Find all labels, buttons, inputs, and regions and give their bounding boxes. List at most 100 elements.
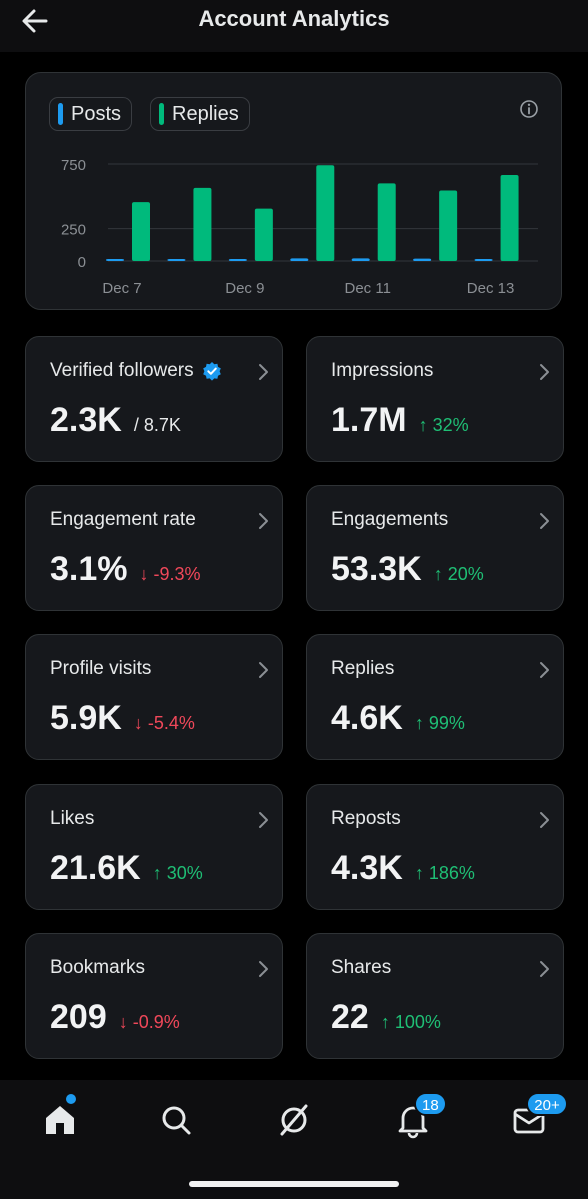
x-tick-label: Dec 11 (345, 280, 391, 297)
bar-posts[interactable] (290, 258, 309, 261)
bar-replies[interactable] (254, 208, 273, 261)
tile-value: 5.9K (50, 699, 122, 738)
activity-chart-card: Posts Replies 0 250 750 Dec 7 Dec 9 Dec 11 Dec… (25, 72, 562, 310)
tile-change: ↑ 30% (152, 862, 203, 883)
tile-value: 2.3K (50, 401, 122, 439)
tile-engagement-rate[interactable]: Engagement rate 3.1% ↓ -9.3% (25, 485, 283, 612)
tile-change: ↑ 186% (414, 862, 475, 883)
tile-value-row: 209 ↓ -0.9% (50, 998, 180, 1037)
grok-icon[interactable] (274, 1100, 314, 1140)
tile-label: Replies (331, 658, 394, 680)
chevron-right-icon (259, 513, 268, 530)
chevron-right-icon (259, 662, 268, 679)
tile-value: 4.3K (331, 848, 403, 887)
top-bar: Account Analytics (0, 0, 588, 52)
tile-value: 1.7M (331, 401, 407, 439)
bar-replies[interactable] (193, 187, 212, 261)
posts-swatch (58, 103, 63, 125)
bar-posts[interactable] (413, 258, 432, 261)
tile-value-row: 4.6K ↑ 99% (331, 699, 465, 738)
chevron-right-icon (540, 662, 549, 679)
tile-shares[interactable]: Shares 22 ↑ 100% (306, 932, 564, 1059)
legend-posts-label: Posts (71, 102, 122, 125)
x-tick-label: Dec 7 (102, 280, 141, 297)
y-tick-label: 750 (61, 157, 86, 174)
bar-chart: 0 250 750 Dec 7 Dec 9 Dec 11 Dec 13 (61, 157, 538, 297)
tile-value-row: 21.6K ↑ 30% (50, 849, 203, 888)
tile-value: 3.1% (50, 550, 128, 589)
legend-replies[interactable]: Replies (150, 97, 250, 131)
bar-replies[interactable] (377, 183, 396, 261)
tile-change: ↑ 20% (433, 564, 484, 585)
home-indicator (189, 1181, 399, 1187)
x-tick-label: Dec 13 (467, 280, 515, 297)
search-icon[interactable] (156, 1100, 196, 1140)
tile-value-row: 2.3K / 8.7K (50, 401, 181, 440)
bar-posts[interactable] (228, 259, 247, 261)
tile-change: ↑ 32% (418, 415, 469, 435)
tile-reposts[interactable]: Reposts 4.3K ↑ 186% (306, 783, 564, 910)
tile-value-row: 4.3K ↑ 186% (331, 849, 475, 888)
bar-replies[interactable] (500, 174, 519, 261)
bar-replies[interactable] (316, 165, 335, 261)
info-icon[interactable] (519, 99, 539, 119)
tile-value: 22 (331, 997, 369, 1036)
tile-engagements[interactable]: Engagements 53.3K ↑ 20% (306, 485, 564, 612)
bottom-tab-bar: 18 20+ (0, 1080, 588, 1199)
tile-value-row: 22 ↑ 100% (331, 998, 441, 1037)
tile-label-text: Verified followers (50, 360, 194, 381)
tile-change: ↑ 99% (414, 713, 465, 734)
tile-label-text: Reposts (331, 807, 401, 829)
legend-posts[interactable]: Posts (49, 97, 133, 131)
tile-label-text: Profile visits (50, 658, 152, 680)
bar-posts[interactable] (167, 259, 186, 261)
bar-posts[interactable] (474, 259, 493, 261)
legend-replies-label: Replies (172, 102, 239, 125)
tile-value-row: 3.1% ↓ -9.3% (50, 550, 201, 589)
tile-label: Profile visits (50, 658, 151, 680)
bar-replies[interactable] (439, 190, 458, 261)
home-icon[interactable] (40, 1100, 80, 1140)
tile-change: ↓ -9.3% (139, 564, 201, 585)
tile-profile-visits[interactable]: Profile visits 5.9K ↓ -5.4% (25, 634, 283, 761)
tile-value: 209 (50, 997, 107, 1036)
tile-label-text: Engagement rate (50, 509, 196, 531)
tile-label: Verified followers (50, 360, 222, 382)
y-tick-label: 250 (61, 222, 86, 239)
tile-label: Engagement rate (50, 509, 196, 531)
tile-verified-followers[interactable]: Verified followers 2.3K / 8.7K (25, 336, 283, 462)
y-tick-label: 0 (78, 254, 86, 271)
tile-label-text: Shares (331, 956, 392, 978)
bar-posts[interactable] (351, 258, 370, 261)
tile-bookmarks[interactable]: Bookmarks 209 ↓ -0.9% (25, 932, 283, 1059)
tile-value-row: 1.7M ↑ 32% (331, 401, 469, 440)
tile-label: Shares (331, 957, 391, 979)
page-title: Account Analytics (198, 6, 390, 31)
tile-label: Bookmarks (50, 957, 145, 979)
tile-likes[interactable]: Likes 21.6K ↑ 30% (25, 783, 283, 910)
x-tick-label: Dec 9 (225, 280, 264, 297)
chevron-right-icon (259, 364, 268, 380)
chevron-right-icon (259, 811, 268, 828)
tile-label: Impressions (331, 360, 433, 382)
tile-change: ↓ -0.9% (118, 1011, 180, 1032)
tile-label-text: Impressions (331, 360, 434, 381)
tile-value: 21.6K (50, 848, 141, 887)
arrow-left-icon[interactable] (18, 6, 52, 36)
tile-impressions[interactable]: Impressions 1.7M ↑ 32% (306, 336, 564, 462)
bar-replies[interactable] (132, 202, 150, 261)
tile-replies[interactable]: Replies 4.6K ↑ 99% (306, 634, 564, 761)
tile-value-row: 53.3K ↑ 20% (331, 550, 484, 589)
tile-value: 53.3K (331, 550, 422, 589)
tile-label: Engagements (331, 509, 448, 531)
tile-change: ↓ -5.4% (133, 713, 195, 734)
bar-posts[interactable] (106, 259, 124, 261)
tile-value: 4.6K (331, 699, 403, 738)
tile-label-text: Bookmarks (50, 956, 146, 978)
tile-label: Reposts (331, 808, 401, 830)
tile-label-text: Engagements (331, 509, 449, 531)
tile-label-text: Replies (331, 658, 395, 680)
tile-total: / 8.7K (133, 415, 181, 435)
tile-value-row: 5.9K ↓ -5.4% (50, 699, 195, 738)
replies-swatch (159, 103, 164, 125)
